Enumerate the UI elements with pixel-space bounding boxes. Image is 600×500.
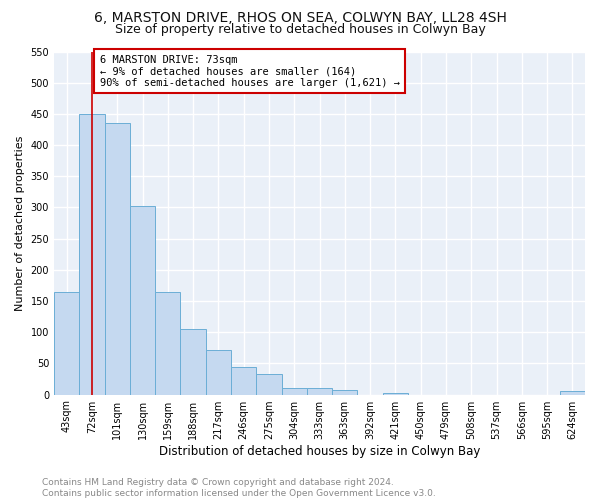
Text: Contains HM Land Registry data © Crown copyright and database right 2024.
Contai: Contains HM Land Registry data © Crown c… [42, 478, 436, 498]
Text: 6, MARSTON DRIVE, RHOS ON SEA, COLWYN BAY, LL28 4SH: 6, MARSTON DRIVE, RHOS ON SEA, COLWYN BA… [94, 11, 506, 25]
Bar [332, 390, 358, 394]
Bar [54, 292, 79, 394]
X-axis label: Distribution of detached houses by size in Colwyn Bay: Distribution of detached houses by size … [159, 444, 480, 458]
Bar [130, 206, 155, 394]
Bar [281, 388, 307, 394]
Bar [307, 388, 332, 394]
Bar [256, 374, 281, 394]
Bar [104, 123, 130, 394]
Bar [155, 292, 181, 395]
Y-axis label: Number of detached properties: Number of detached properties [15, 136, 25, 310]
Bar [560, 392, 585, 394]
Bar [231, 367, 256, 394]
Bar [181, 329, 206, 394]
Text: Size of property relative to detached houses in Colwyn Bay: Size of property relative to detached ho… [115, 22, 485, 36]
Bar [206, 350, 231, 395]
Text: 6 MARSTON DRIVE: 73sqm
← 9% of detached houses are smaller (164)
90% of semi-det: 6 MARSTON DRIVE: 73sqm ← 9% of detached … [100, 54, 400, 88]
Bar [79, 114, 104, 394]
